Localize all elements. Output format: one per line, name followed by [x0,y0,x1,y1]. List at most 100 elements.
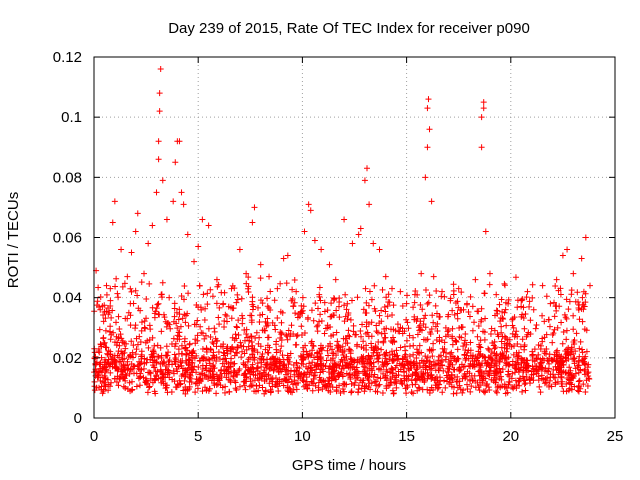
data-point [333,387,340,394]
data-point [471,361,478,368]
data-point [262,361,269,368]
data-point [107,369,114,376]
data-point [431,361,438,368]
data-point [475,360,482,367]
data-point [101,308,108,315]
data-point [529,281,536,288]
data-point [505,296,512,303]
data-point [530,377,537,384]
data-point [494,310,501,317]
data-point [192,340,199,347]
data-point [419,306,426,313]
data-point [235,331,242,338]
data-point [533,322,540,329]
data-point [211,375,218,382]
data-point [519,388,526,395]
data-point [262,371,269,378]
data-point [581,326,588,333]
data-point [505,300,512,307]
data-point [183,367,190,374]
data-point [115,382,122,389]
data-point [546,323,553,330]
data-point [513,381,520,388]
data-point [524,288,531,295]
data-point [283,331,290,338]
data-point [322,381,329,388]
data-point [298,323,305,330]
data-point [155,300,162,307]
data-point [318,378,325,385]
data-point [163,362,170,369]
data-point [103,291,110,298]
data-point [280,362,287,369]
data-point [430,340,437,347]
data-point [476,387,483,394]
data-point [285,388,292,395]
data-point [493,307,500,314]
data-point [347,375,354,382]
data-point [468,383,475,390]
data-point [130,342,137,349]
data-point [205,222,212,229]
data-point [262,327,269,334]
data-point [220,301,227,308]
data-point [364,329,371,336]
data-point [304,351,311,358]
data-point [467,293,474,300]
data-point [554,378,561,385]
data-point [399,302,406,309]
data-point [445,311,452,318]
data-point [553,276,560,283]
data-point [549,357,556,364]
data-point [97,377,104,384]
data-point [436,374,443,381]
data-point [120,374,127,381]
data-point [202,305,209,312]
chart-title: Day 239 of 2015, Rate Of TEC Index for r… [168,20,530,37]
data-point [234,296,241,303]
data-point [293,359,300,366]
data-point [582,353,589,360]
data-point [508,343,515,350]
data-point [106,383,113,390]
data-point [505,361,512,368]
data-point [509,358,516,365]
data-point [153,189,160,196]
data-point [570,326,577,333]
data-point [363,309,370,316]
data-point [576,302,583,309]
data-point [191,321,198,328]
data-point [580,381,587,388]
data-point [387,379,394,386]
data-point [391,339,398,346]
data-point [214,283,221,290]
data-point [295,311,302,318]
data-point [371,378,378,385]
data-point [112,358,119,365]
data-point [280,382,287,389]
data-point [239,312,246,319]
data-point [463,341,470,348]
data-point [373,378,380,385]
data-point [575,359,582,366]
data-point [331,312,338,319]
data-point [353,343,360,350]
data-point [248,317,255,324]
data-point [239,315,246,322]
data-point [189,349,196,356]
data-point [480,328,487,335]
data-point [318,361,325,368]
data-point [129,366,136,373]
data-point [452,337,459,344]
data-point [342,291,349,298]
data-point [113,319,120,326]
data-point [368,296,375,303]
data-point [430,387,437,394]
data-point [387,326,394,333]
data-point [249,342,256,349]
data-point [539,282,546,289]
data-point [172,384,179,391]
data-point [469,377,476,384]
data-point [339,373,346,380]
data-point [539,335,546,342]
